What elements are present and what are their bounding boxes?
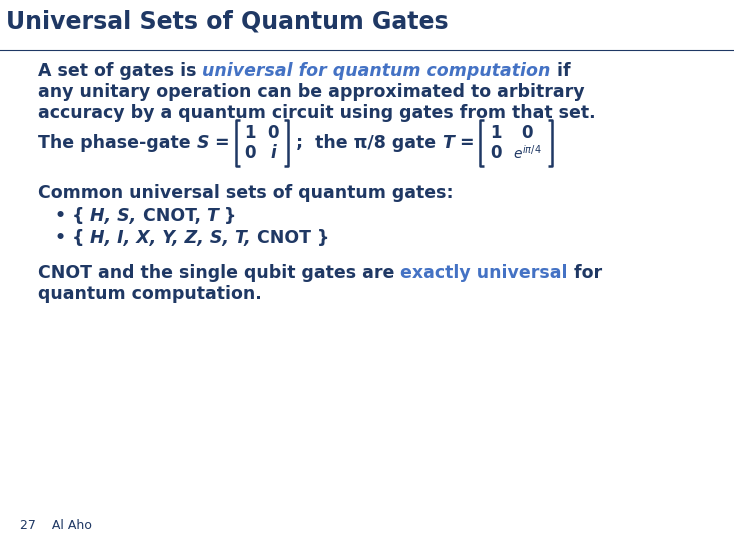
Text: exactly universal: exactly universal: [400, 264, 568, 282]
Text: 27    Al Aho: 27 Al Aho: [20, 519, 92, 532]
Text: 1: 1: [244, 124, 256, 142]
Text: CNOT }: CNOT }: [251, 229, 330, 247]
Text: CNOT,: CNOT,: [137, 207, 207, 225]
Text: if: if: [551, 62, 570, 80]
Text: H, S,: H, S,: [90, 207, 137, 225]
Text: Universal Sets of Quantum Gates: Universal Sets of Quantum Gates: [6, 10, 448, 34]
Text: Common universal sets of quantum gates:: Common universal sets of quantum gates:: [38, 184, 454, 202]
Text: CNOT and the single qubit gates are: CNOT and the single qubit gates are: [38, 264, 400, 282]
Text: $e^{i\pi/4}$: $e^{i\pi/4}$: [513, 144, 542, 162]
Text: ;  the π/8 gate: ; the π/8 gate: [296, 134, 442, 152]
Text: for: for: [568, 264, 602, 282]
Text: • {: • {: [55, 207, 90, 225]
Text: H, I, X, Y, Z, S, T,: H, I, X, Y, Z, S, T,: [90, 229, 251, 247]
Text: =: =: [209, 134, 236, 152]
Text: The phase-gate: The phase-gate: [38, 134, 197, 152]
Text: i: i: [270, 144, 276, 162]
Text: 0: 0: [267, 124, 279, 142]
Text: T: T: [442, 134, 454, 152]
Text: 1: 1: [490, 124, 502, 142]
Text: universal for quantum computation: universal for quantum computation: [203, 62, 551, 80]
Text: 0: 0: [521, 124, 533, 142]
Text: T: T: [207, 207, 219, 225]
Text: 0: 0: [490, 144, 502, 162]
Text: • {: • {: [55, 229, 90, 247]
Text: A set of gates is: A set of gates is: [38, 62, 203, 80]
Text: =: =: [454, 134, 480, 152]
Text: any unitary operation can be approximated to arbitrary: any unitary operation can be approximate…: [38, 83, 584, 101]
Text: 0: 0: [244, 144, 256, 162]
Text: S: S: [197, 134, 209, 152]
Text: accuracy by a quantum circuit using gates from that set.: accuracy by a quantum circuit using gate…: [38, 104, 595, 122]
Text: quantum computation.: quantum computation.: [38, 285, 262, 303]
Text: }: }: [219, 207, 237, 225]
